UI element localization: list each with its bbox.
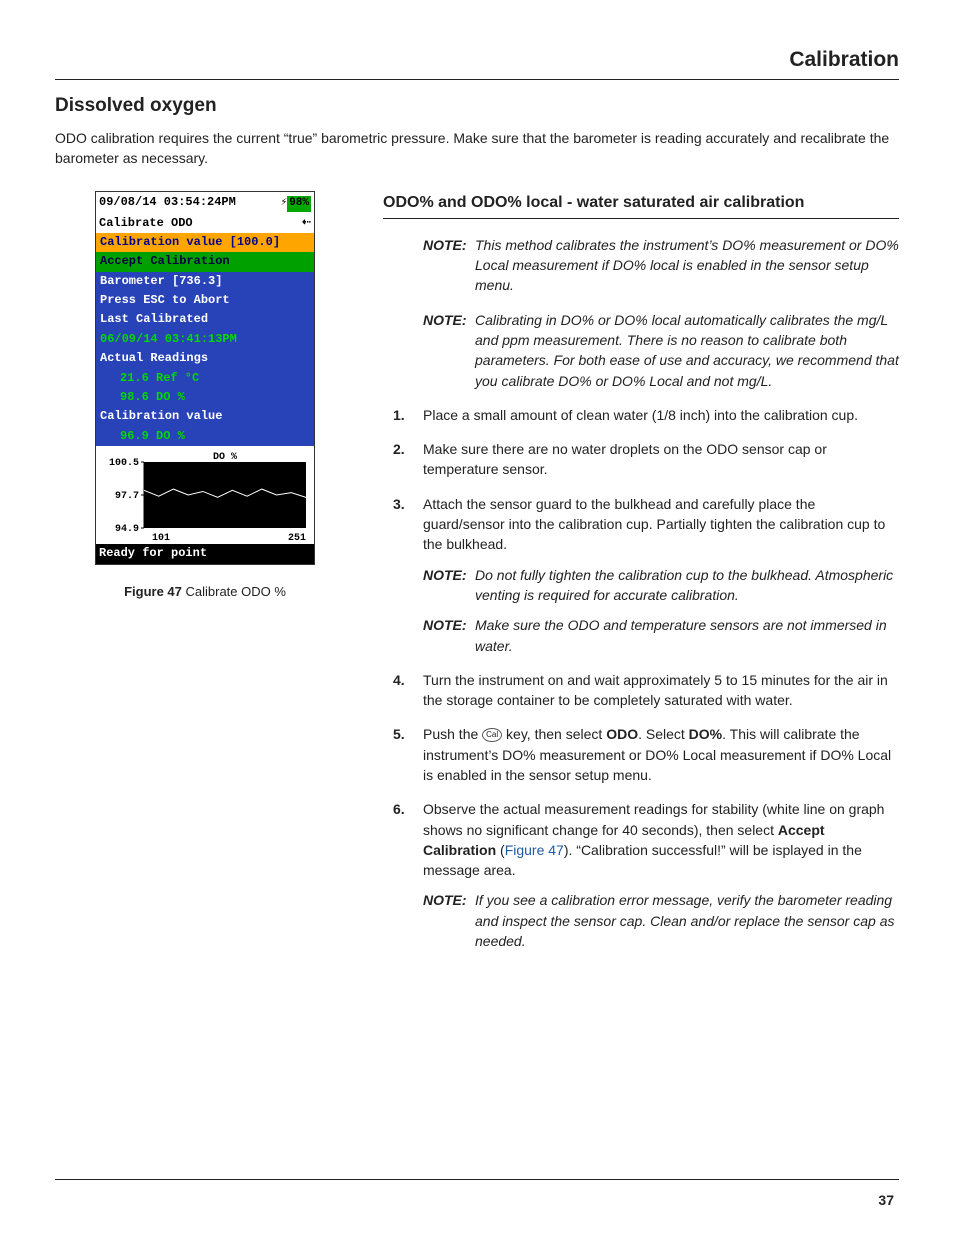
- figure-caption-text: Calibrate ODO %: [182, 584, 286, 599]
- step-3-note-a-text: Do not fully tighten the calibration cup…: [475, 565, 899, 606]
- step-6-note-text: If you see a calibration error message, …: [475, 890, 899, 951]
- device-screenshot: 09/08/14 03:54:24PM ⚡98% Calibrate ODO ⇠…: [95, 191, 315, 565]
- note-label: NOTE:: [423, 615, 475, 656]
- calibration-value-row: Calibration value [100.0]: [96, 233, 314, 252]
- note-2: NOTE: Calibrating in DO% or DO% local au…: [423, 310, 899, 391]
- step-3: Attach the sensor guard to the bulkhead …: [383, 494, 899, 656]
- note-label: NOTE:: [423, 890, 475, 951]
- actual-readings-label: Actual Readings: [96, 349, 314, 368]
- calval-label: Calibration value: [96, 407, 314, 426]
- accept-calibration-row: Accept Calibration: [96, 252, 314, 271]
- svg-text:100.5: 100.5: [109, 458, 139, 469]
- last-cal-value: 06/09/14 03:41:13PM: [96, 330, 314, 349]
- svg-text:94.9: 94.9: [115, 524, 139, 535]
- step-5-odo: ODO: [606, 726, 638, 742]
- note-1: NOTE: This method calibrates the instrum…: [423, 235, 899, 296]
- note-1-text: This method calibrates the instrument’s …: [475, 235, 899, 296]
- figure-caption: Figure 47 Calibrate ODO %: [55, 583, 355, 602]
- step-3-note-a: NOTE: Do not fully tighten the calibrati…: [423, 565, 899, 606]
- note-2-text: Calibrating in DO% or DO% local automati…: [475, 310, 899, 391]
- step-5-text-a: Push the: [423, 726, 482, 742]
- last-cal-label: Last Calibrated: [96, 310, 314, 329]
- device-title: Calibrate ODO: [99, 215, 193, 232]
- step-2: Make sure there are no water droplets on…: [383, 439, 899, 480]
- step-3-note-b: NOTE: Make sure the ODO and temperature …: [423, 615, 899, 656]
- step-6-note: NOTE: If you see a calibration error mes…: [423, 890, 899, 951]
- step-5: Push the Cal key, then select ODO. Selec…: [383, 724, 899, 785]
- barometer-row: Barometer [736.3]: [96, 272, 314, 291]
- device-footer: Ready for point: [96, 544, 314, 563]
- note-label: NOTE:: [423, 565, 475, 606]
- step-6: Observe the actual measurement readings …: [383, 799, 899, 951]
- two-column-layout: 09/08/14 03:54:24PM ⚡98% Calibrate ODO ⇠…: [55, 191, 899, 966]
- page-number: 37: [878, 1190, 894, 1210]
- step-3-note-b-text: Make sure the ODO and temperature sensor…: [475, 615, 899, 656]
- step-4: Turn the instrument on and wait approxim…: [383, 670, 899, 711]
- figure-47-ref[interactable]: Figure 47: [505, 842, 564, 858]
- page-header: Calibration: [55, 45, 899, 80]
- step-5-text-b: key, then select: [502, 726, 606, 742]
- step-1: Place a small amount of clean water (1/8…: [383, 405, 899, 425]
- device-battery: ⚡98%: [281, 194, 311, 212]
- actual-reading-2: 98.6 DO %: [96, 388, 314, 407]
- step-3-text: Attach the sensor guard to the bulkhead …: [423, 496, 885, 553]
- battery-pct: 98%: [287, 196, 311, 212]
- usb-icon: ⇠: [302, 218, 311, 228]
- step-5-text-c: . Select: [638, 726, 689, 742]
- actual-reading-1: 21.6 Ref °C: [96, 369, 314, 388]
- device-datetime: 09/08/14 03:54:24PM: [99, 194, 236, 211]
- calval-1: 96.9 DO %: [96, 427, 314, 446]
- bolt-icon: ⚡: [281, 197, 288, 209]
- figure-column: 09/08/14 03:54:24PM ⚡98% Calibrate ODO ⇠…: [55, 191, 355, 602]
- esc-row: Press ESC to Abort: [96, 291, 314, 310]
- svg-text:251: 251: [288, 533, 306, 544]
- note-label: NOTE:: [423, 310, 475, 391]
- note-label: NOTE:: [423, 235, 475, 296]
- device-blue-panel: Barometer [736.3] Press ESC to Abort Las…: [96, 272, 314, 447]
- figure-label: Figure 47: [124, 584, 182, 599]
- intro-paragraph: ODO calibration requires the current “tr…: [55, 128, 899, 169]
- subsection-heading: ODO% and ODO% local - water saturated ai…: [383, 191, 899, 219]
- device-title-row: Calibrate ODO ⇠: [96, 214, 314, 233]
- svg-text:97.7: 97.7: [115, 491, 139, 502]
- device-statusbar: 09/08/14 03:54:24PM ⚡98%: [96, 192, 314, 214]
- footer-rule: [55, 1179, 899, 1180]
- steps-list: Place a small amount of clean water (1/8…: [383, 405, 899, 952]
- device-chart: DO % 100.5 97.7 94.9 101 251: [96, 446, 314, 544]
- instructions-column: ODO% and ODO% local - water saturated ai…: [383, 191, 899, 966]
- step-5-dopct: DO%: [689, 726, 722, 742]
- cal-key-icon: Cal: [482, 728, 502, 742]
- section-title: Dissolved oxygen: [55, 92, 899, 120]
- svg-text:101: 101: [152, 533, 170, 544]
- step-6-text-b: (: [496, 842, 505, 858]
- svg-text:DO %: DO %: [213, 452, 237, 463]
